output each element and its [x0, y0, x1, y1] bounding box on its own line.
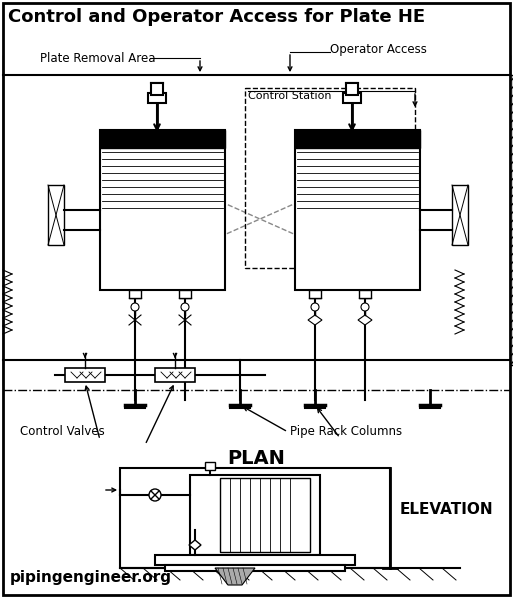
Text: pipingengineer.org: pipingengineer.org [10, 570, 172, 585]
Circle shape [181, 303, 189, 311]
Bar [343, 93, 361, 103]
Text: Control Valves: Control Valves [20, 425, 105, 438]
Circle shape [311, 303, 319, 311]
Bar [455, 75, 513, 365]
Bar [359, 290, 371, 298]
Polygon shape [308, 315, 322, 325]
Bar [100, 130, 225, 148]
Bar [295, 130, 420, 290]
Bar [190, 475, 320, 555]
Circle shape [149, 489, 161, 501]
Text: ELEVATION: ELEVATION [400, 502, 494, 517]
Bar [220, 478, 310, 552]
Bar [120, 468, 390, 568]
Polygon shape [189, 540, 201, 550]
Text: Operator Access: Operator Access [330, 44, 427, 56]
Bar [370, 310, 455, 365]
Bar [165, 565, 345, 571]
Bar [290, 55, 510, 75]
Bar [3, 75, 43, 385]
Bar [151, 83, 163, 95]
Bar [129, 290, 141, 298]
Bar [43, 75, 455, 370]
Circle shape [131, 303, 139, 311]
Bar [100, 130, 225, 290]
Bar [205, 462, 215, 470]
Bar [148, 93, 166, 103]
Text: Control and Operator Access for Plate HE: Control and Operator Access for Plate HE [8, 8, 425, 26]
Bar [48, 185, 64, 245]
Text: Control Station: Control Station [248, 91, 331, 101]
Bar [245, 88, 415, 268]
Bar [295, 130, 420, 148]
Circle shape [361, 303, 369, 311]
Polygon shape [358, 315, 372, 325]
Bar [155, 555, 355, 565]
Bar [452, 185, 468, 245]
Bar [65, 368, 105, 382]
Bar [3, 55, 203, 75]
Text: Plate Removal Area: Plate Removal Area [40, 51, 155, 65]
Text: Pipe Rack Columns: Pipe Rack Columns [290, 425, 402, 438]
Polygon shape [215, 568, 255, 585]
Bar [155, 368, 195, 382]
Text: PLAN: PLAN [227, 448, 285, 468]
Bar [309, 290, 321, 298]
Bar [179, 290, 191, 298]
Bar [346, 83, 358, 95]
